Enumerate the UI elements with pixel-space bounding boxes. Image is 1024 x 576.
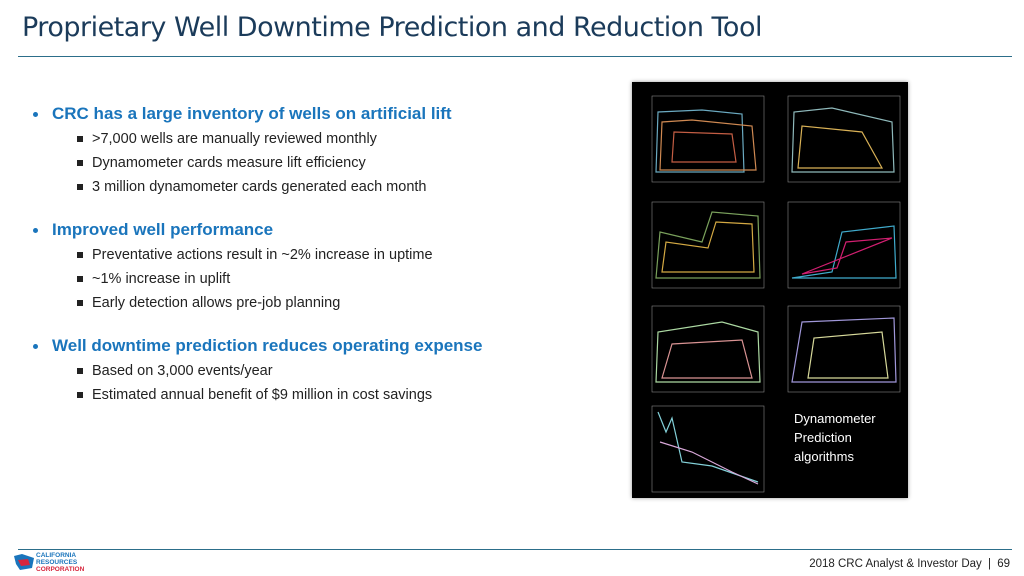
title-rule [18, 56, 1012, 57]
bullet-list: CRC has a large inventory of wells on ar… [30, 104, 610, 428]
sub-bullet: Dynamometer cards measure lift efficienc… [30, 154, 610, 178]
sub-bullet: ~1% increase in uplift [30, 270, 610, 294]
footer-rule [18, 549, 1012, 550]
sub-bullet: Estimated annual benefit of $9 million i… [30, 386, 610, 410]
footer-event: 2018 CRC Analyst & Investor Day [809, 558, 982, 570]
bullet: Well downtime prediction reduces operati… [30, 336, 610, 356]
footer-separator: | [988, 558, 991, 570]
bullet-group: Improved well performance Preventative ac… [30, 220, 610, 318]
bullet: CRC has a large inventory of wells on ar… [30, 104, 610, 124]
logo-text: CALIFORNIA RESOURCES CORPORATION [36, 552, 84, 573]
bullet-group: Well downtime prediction reduces operati… [30, 336, 610, 410]
logo-line: RESOURCES [36, 559, 78, 566]
sub-bullet: Preventative actions result in ~2% incre… [30, 246, 610, 270]
sub-bullet: Based on 3,000 events/year [30, 362, 610, 386]
page-number: 69 [997, 558, 1010, 570]
logo-icon [14, 554, 34, 570]
bullet: Improved well performance [30, 220, 610, 240]
figure-caption: Dynamometer Prediction algorithms [794, 411, 876, 464]
footer: 2018 CRC Analyst & Investor Day | 69 [809, 558, 1010, 570]
sub-bullet: Early detection allows pre-job planning [30, 294, 610, 318]
dynamometer-plots [651, 95, 901, 493]
dynamometer-figure [632, 82, 908, 498]
sub-bullet: 3 million dynamometer cards generated ea… [30, 178, 610, 202]
sub-bullet: >7,000 wells are manually reviewed month… [30, 130, 610, 154]
logo-line: CORPORATION [36, 566, 85, 573]
slide-title: Proprietary Well Downtime Prediction and… [22, 12, 762, 43]
bullet-group: CRC has a large inventory of wells on ar… [30, 104, 610, 202]
logo-line: CALIFORNIA [36, 552, 77, 559]
